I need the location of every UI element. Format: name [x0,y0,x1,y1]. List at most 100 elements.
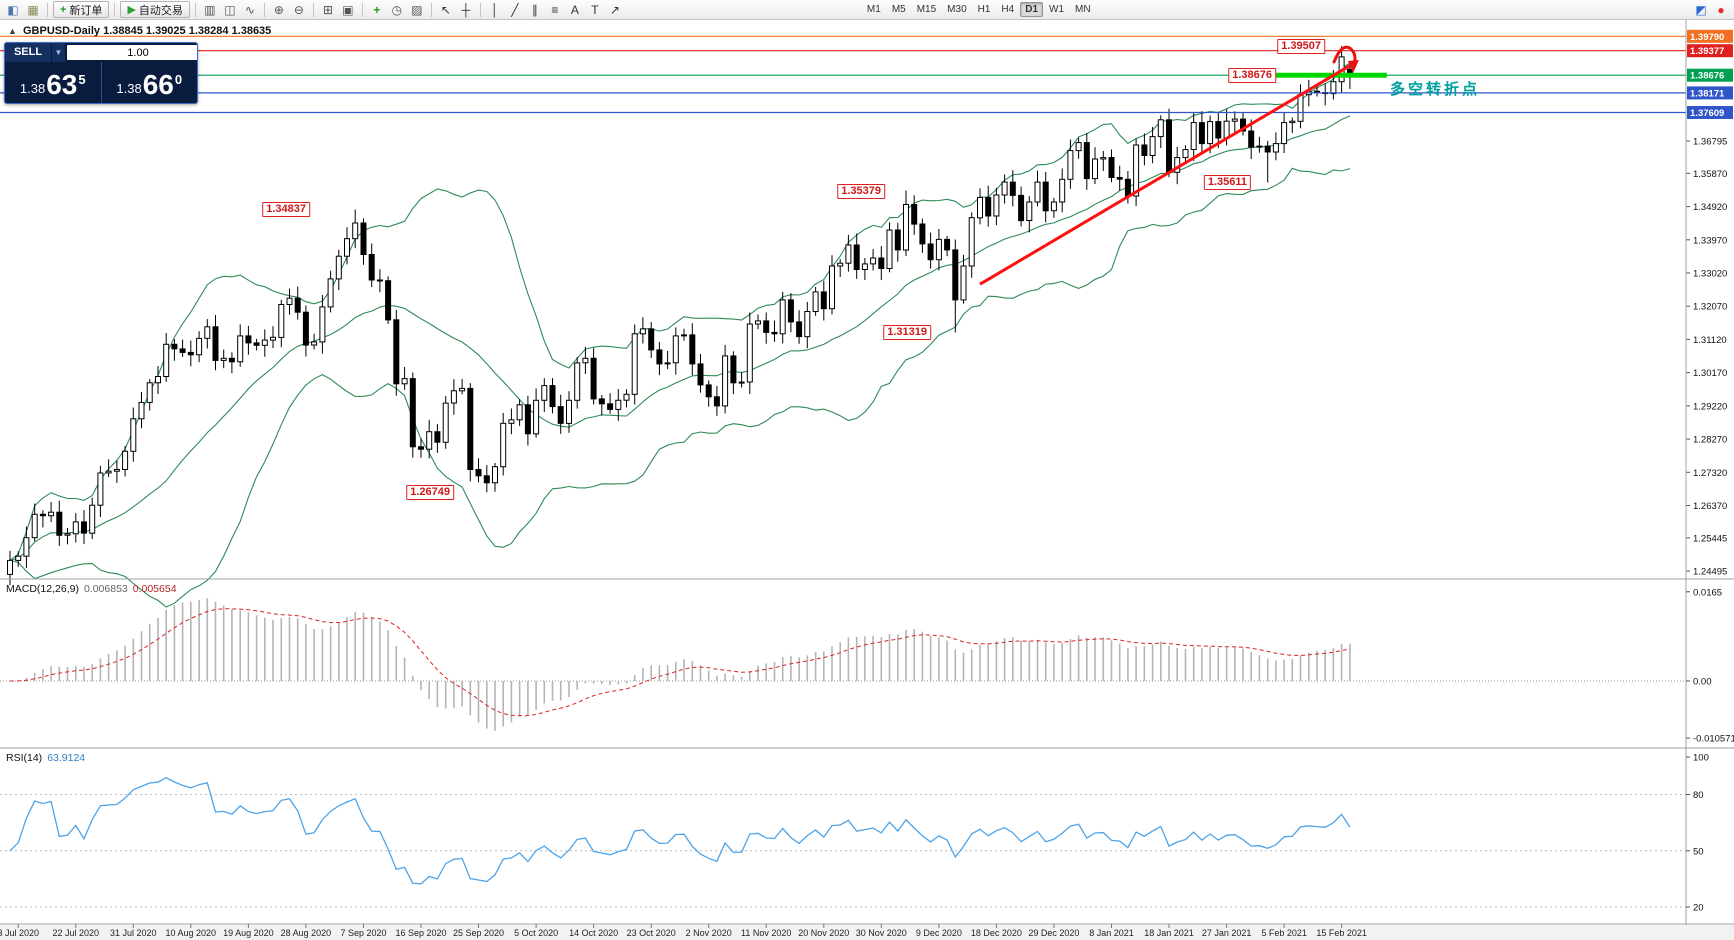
candle-body [56,511,63,536]
candle-body [212,326,219,361]
candle-body [270,336,276,341]
candlestick-chart-icon[interactable]: ◫ [224,2,236,17]
notification-icon[interactable]: ● [1717,2,1725,17]
indicators-icon[interactable]: + [373,2,381,17]
buy-price-prefix: 1.38 [116,81,142,96]
candle-body [713,396,720,407]
toolbar-separator [312,2,314,17]
profiles-icon[interactable]: ▦ [27,2,39,17]
periods-icon[interactable]: ◷ [391,2,403,17]
community-icon[interactable]: ◩ [1695,2,1707,17]
candle-body [1264,145,1271,153]
candle-body [7,559,13,575]
trendline[interactable] [979,61,1355,286]
vertical-line-icon[interactable]: │ [491,2,499,17]
zoom-out-icon[interactable]: ⊖ [293,2,304,17]
trade-panel-header: SELL ▼ ▲ ▼ BUY [5,43,197,62]
timeframe-mn[interactable]: MN [1075,4,1091,15]
timeframe-d1[interactable]: D1 [1020,2,1044,17]
new-chart-icon[interactable]: ◧ [7,2,19,17]
collapse-panel-icon[interactable]: ▲ [8,26,17,36]
arrows-icon[interactable]: ↗ [609,2,620,17]
price-label-1.39507[interactable]: 1.39507 [1277,39,1325,54]
templates-icon[interactable]: ▨ [411,2,423,17]
timeframe-m1[interactable]: M1 [866,4,881,15]
candle-body [574,362,581,401]
macd-histogram [17,598,1351,731]
candle-body [302,311,309,346]
channel-icon[interactable]: ∥ [531,2,538,17]
time-axis-label: 7 Sep 2020 [340,928,386,938]
candle-body [746,323,753,383]
trendline-icon[interactable]: ╱ [511,2,519,17]
auto-trading-button[interactable]: ▶ 自动交易 [120,1,190,18]
time-axis-label: 10 Aug 2020 [166,928,217,938]
time-axis-label: 31 Jul 2020 [110,928,157,938]
candle-body [689,334,696,365]
line-chart-icon[interactable]: ∿ [244,2,255,17]
one-click-trading-panel[interactable]: SELL ▼ ▲ ▼ BUY 1.38 63 5 1.38 66 0 [4,42,198,104]
label-icon[interactable]: T [591,2,599,17]
time-axis-strip[interactable] [0,925,1734,940]
timeframe-m30[interactable]: M30 [947,4,967,15]
macd-signal-line [9,608,1350,717]
new-order-button[interactable]: + 新订单 [53,1,110,18]
candle-body [459,387,466,392]
price-label-1.35611[interactable]: 1.35611 [1203,175,1251,190]
candle-body [648,328,655,351]
candle-body [385,280,392,321]
candle-body [639,328,646,335]
rejection-arrow-icon[interactable] [1332,45,1357,65]
candle-body [122,450,129,470]
candle-body [426,431,433,450]
candle-body [607,403,614,410]
text-icon[interactable]: A [570,2,579,17]
cursor-icon[interactable]: ↖ [440,2,451,17]
candle-body [1083,142,1090,180]
sell-price[interactable]: 1.38 63 5 [5,62,101,103]
candle-body [804,311,811,338]
candle-body [1289,120,1296,124]
price-label-1.38676[interactable]: 1.38676 [1228,68,1276,83]
timeframe-m5[interactable]: M5 [891,4,906,15]
cascade-windows-icon[interactable]: ▣ [342,2,354,17]
candle-body [1190,122,1197,150]
price-axis-label: 1.34920 [1693,202,1727,213]
price-label-1.26749[interactable]: 1.26749 [406,485,454,500]
zoom-in-icon[interactable]: ⊕ [273,2,284,17]
order-type-caret-icon[interactable]: ▼ [51,43,65,62]
candle-body [253,342,260,346]
sell-button[interactable]: SELL [5,43,51,62]
timeframe-w1[interactable]: W1 [1049,4,1065,15]
bar-chart-icon[interactable]: ▥ [204,2,216,17]
toolbar-separator [263,2,265,17]
candle-body [1256,145,1263,148]
time-axis-label: 9 Dec 2020 [916,928,962,938]
crosshair-icon[interactable]: ┼ [461,2,471,17]
candle-body [557,406,564,424]
fibonacci-icon[interactable]: ≡ [551,2,559,17]
tile-windows-icon[interactable]: ⊞ [322,2,333,17]
timeframe-h1[interactable]: H1 [977,4,991,15]
candle-body [146,382,153,403]
candle-body [237,335,244,363]
candle-body [1297,94,1304,122]
candle-body [319,306,326,343]
price-label-1.34837[interactable]: 1.34837 [262,202,310,217]
price-label-1.31319[interactable]: 1.31319 [883,325,931,340]
toolbar-separator [479,2,481,17]
candle-body [829,265,835,310]
candle-body [771,331,778,335]
chart-note[interactable]: 多空转折点 [1390,81,1481,98]
price-axis-label: 1.33970 [1693,235,1727,246]
buy-price[interactable]: 1.38 66 0 [102,62,198,103]
candle-body [500,422,507,468]
price-label-1.35379[interactable]: 1.35379 [837,184,885,199]
volume-input[interactable] [67,45,197,60]
candle-body [105,470,112,474]
timeframe-h4[interactable]: H4 [1001,4,1015,15]
candle-body [944,238,951,251]
candle-body [524,404,531,435]
timeframe-m15[interactable]: M15 [916,4,937,15]
